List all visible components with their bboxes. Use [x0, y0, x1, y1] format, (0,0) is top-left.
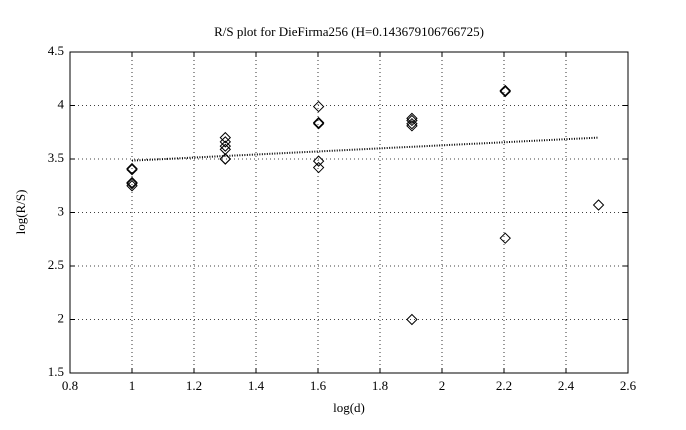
data-point — [312, 100, 325, 113]
plot-frame — [69, 51, 629, 374]
data-point — [219, 140, 232, 152]
x-tick-label: 1.6 — [310, 378, 327, 393]
data-point — [126, 176, 138, 189]
data-point — [406, 114, 418, 127]
data-point — [406, 112, 418, 125]
data-point — [126, 177, 138, 190]
y-tick-label: 2.5 — [48, 257, 64, 272]
fit-line — [131, 136, 599, 162]
data-point — [312, 117, 325, 130]
data-point — [219, 153, 232, 165]
data-point — [592, 199, 605, 211]
x-tick-label: 2.6 — [620, 378, 637, 393]
data-point — [312, 161, 325, 174]
data-point — [406, 313, 418, 326]
y-tick-label: 3.5 — [48, 150, 64, 165]
data-point — [219, 131, 232, 144]
data-point — [312, 116, 325, 129]
data-point — [219, 136, 232, 148]
data-point — [406, 117, 418, 130]
x-tick-label: 2.2 — [496, 378, 512, 393]
x-tick-label: 1.4 — [248, 378, 265, 393]
chart-title: R/S plot for DieFirma256 (H=0.1436791067… — [214, 24, 484, 39]
x-tick-label: 1 — [129, 378, 136, 393]
y-tick-label: 4 — [58, 96, 65, 111]
data-point — [312, 155, 325, 167]
x-tick-label: 0.8 — [62, 378, 78, 393]
data-point — [126, 162, 138, 175]
data-point — [499, 232, 511, 244]
data-point — [499, 85, 511, 98]
x-tick-label: 1.8 — [372, 378, 388, 393]
y-tick-label: 1.5 — [48, 364, 64, 379]
x-tick-label: 2.4 — [558, 378, 575, 393]
data-point — [499, 84, 511, 97]
y-tick-label: 4.5 — [48, 43, 64, 58]
x-tick-label: 2 — [439, 378, 446, 393]
y-axis-label: log(R/S) — [13, 190, 28, 235]
x-tick-label: 1.2 — [186, 378, 202, 393]
y-tick-label: 3 — [58, 203, 65, 218]
data-point — [126, 163, 138, 176]
x-axis-label: log(d) — [333, 400, 365, 415]
y-tick-label: 2 — [58, 310, 65, 325]
data-point — [406, 120, 418, 132]
